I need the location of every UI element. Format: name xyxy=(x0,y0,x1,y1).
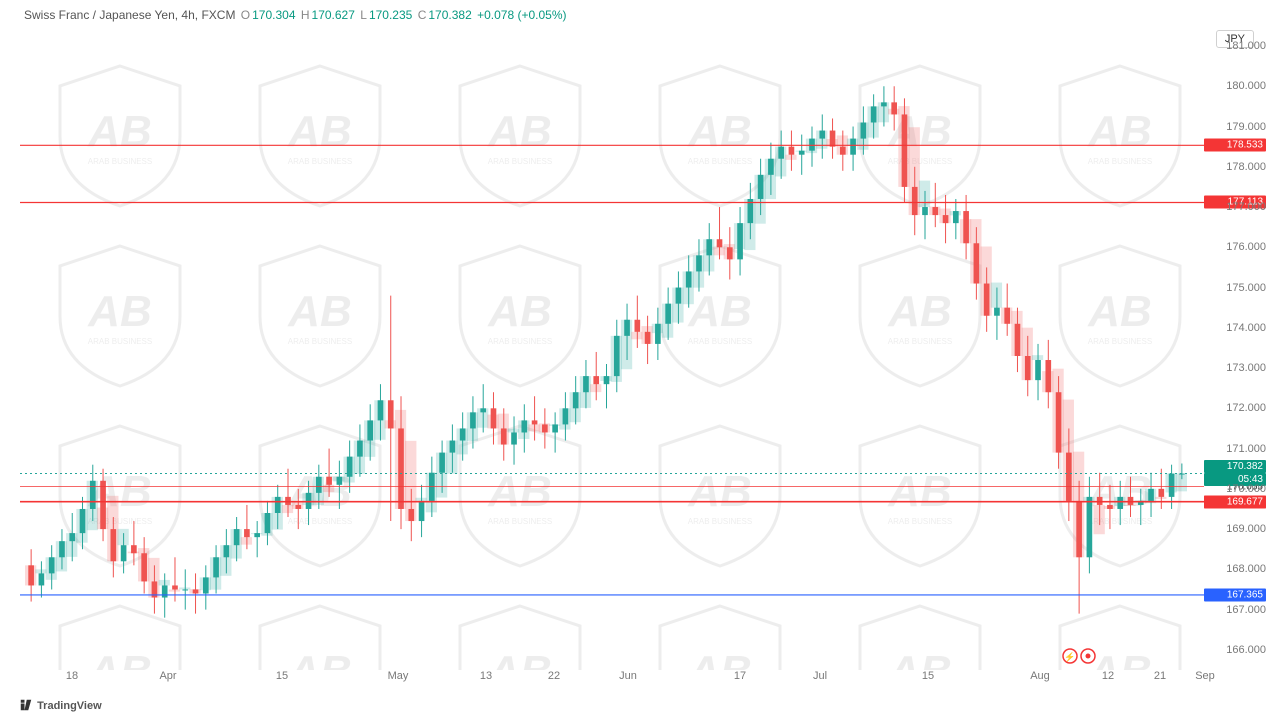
ohlc-o: 170.304 xyxy=(252,8,295,22)
y-tick: 169.000 xyxy=(1206,523,1266,535)
ohlc-c-label: C xyxy=(418,8,427,22)
x-tick: 21 xyxy=(1154,670,1166,682)
x-tick: 13 xyxy=(480,670,492,682)
x-tick: 12 xyxy=(1102,670,1114,682)
y-tick: 175.000 xyxy=(1206,282,1266,294)
branding-text: TradingView xyxy=(37,700,102,712)
x-tick: Aug xyxy=(1030,670,1050,682)
ohlc-h: 170.627 xyxy=(312,8,355,22)
price-plot[interactable]: ABARAB BUSINESS⚡ xyxy=(20,46,1205,670)
y-tick: 171.000 xyxy=(1206,443,1266,455)
y-tick: 167.000 xyxy=(1206,604,1266,616)
x-tick: 15 xyxy=(922,670,934,682)
x-tick: 17 xyxy=(734,670,746,682)
y-tick: 173.000 xyxy=(1206,362,1266,374)
y-tick: 174.000 xyxy=(1206,322,1266,334)
x-tick: 18 xyxy=(66,670,78,682)
y-tick: 168.000 xyxy=(1206,563,1266,575)
x-tick: May xyxy=(388,670,409,682)
symbol-title[interactable]: Swiss Franc / Japanese Yen, 4h, FXCM xyxy=(24,8,235,22)
price-line-label: 178.533 xyxy=(1204,139,1266,152)
price-line-label: 169.677 xyxy=(1204,495,1266,508)
y-tick: 179.000 xyxy=(1206,121,1266,133)
x-tick: 22 xyxy=(548,670,560,682)
chart-svg: ABARAB BUSINESS⚡ xyxy=(20,46,1205,670)
x-tick: 15 xyxy=(276,670,288,682)
y-tick: 181.000 xyxy=(1206,40,1266,52)
tradingview-icon xyxy=(20,699,32,711)
ohlc-l: 170.235 xyxy=(369,8,412,22)
chart-header: Swiss Franc / Japanese Yen, 4h, FXCM O17… xyxy=(24,8,569,22)
y-tick: 172.000 xyxy=(1206,402,1266,414)
y-tick: 170.000 xyxy=(1206,483,1266,495)
ohlc-l-label: L xyxy=(360,8,367,22)
x-tick: Jun xyxy=(619,670,637,682)
ohlc-o-label: O xyxy=(241,8,250,22)
branding-footer: TradingView xyxy=(20,699,102,712)
x-tick: Sep xyxy=(1195,670,1215,682)
y-axis[interactable]: 178.533177.113170.055169.685169.677167.3… xyxy=(1206,46,1266,670)
ohlc-chg: +0.078 (+0.05%) xyxy=(477,8,566,22)
x-axis[interactable]: 18Apr15May1322Jun17Jul15Aug1221Sep xyxy=(20,670,1205,690)
ohlc-h-label: H xyxy=(301,8,310,22)
y-tick: 176.000 xyxy=(1206,241,1266,253)
ohlc-c: 170.382 xyxy=(428,8,471,22)
price-line-label: 167.365 xyxy=(1204,588,1266,601)
x-tick: Jul xyxy=(813,670,827,682)
svg-text:⚡: ⚡ xyxy=(1064,651,1075,663)
chart-root: Swiss Franc / Japanese Yen, 4h, FXCM O17… xyxy=(0,0,1280,720)
y-tick: 180.000 xyxy=(1206,80,1266,92)
y-tick: 166.000 xyxy=(1206,644,1266,656)
y-tick: 177.000 xyxy=(1206,201,1266,213)
x-tick: Apr xyxy=(159,670,176,682)
y-tick: 178.000 xyxy=(1206,161,1266,173)
